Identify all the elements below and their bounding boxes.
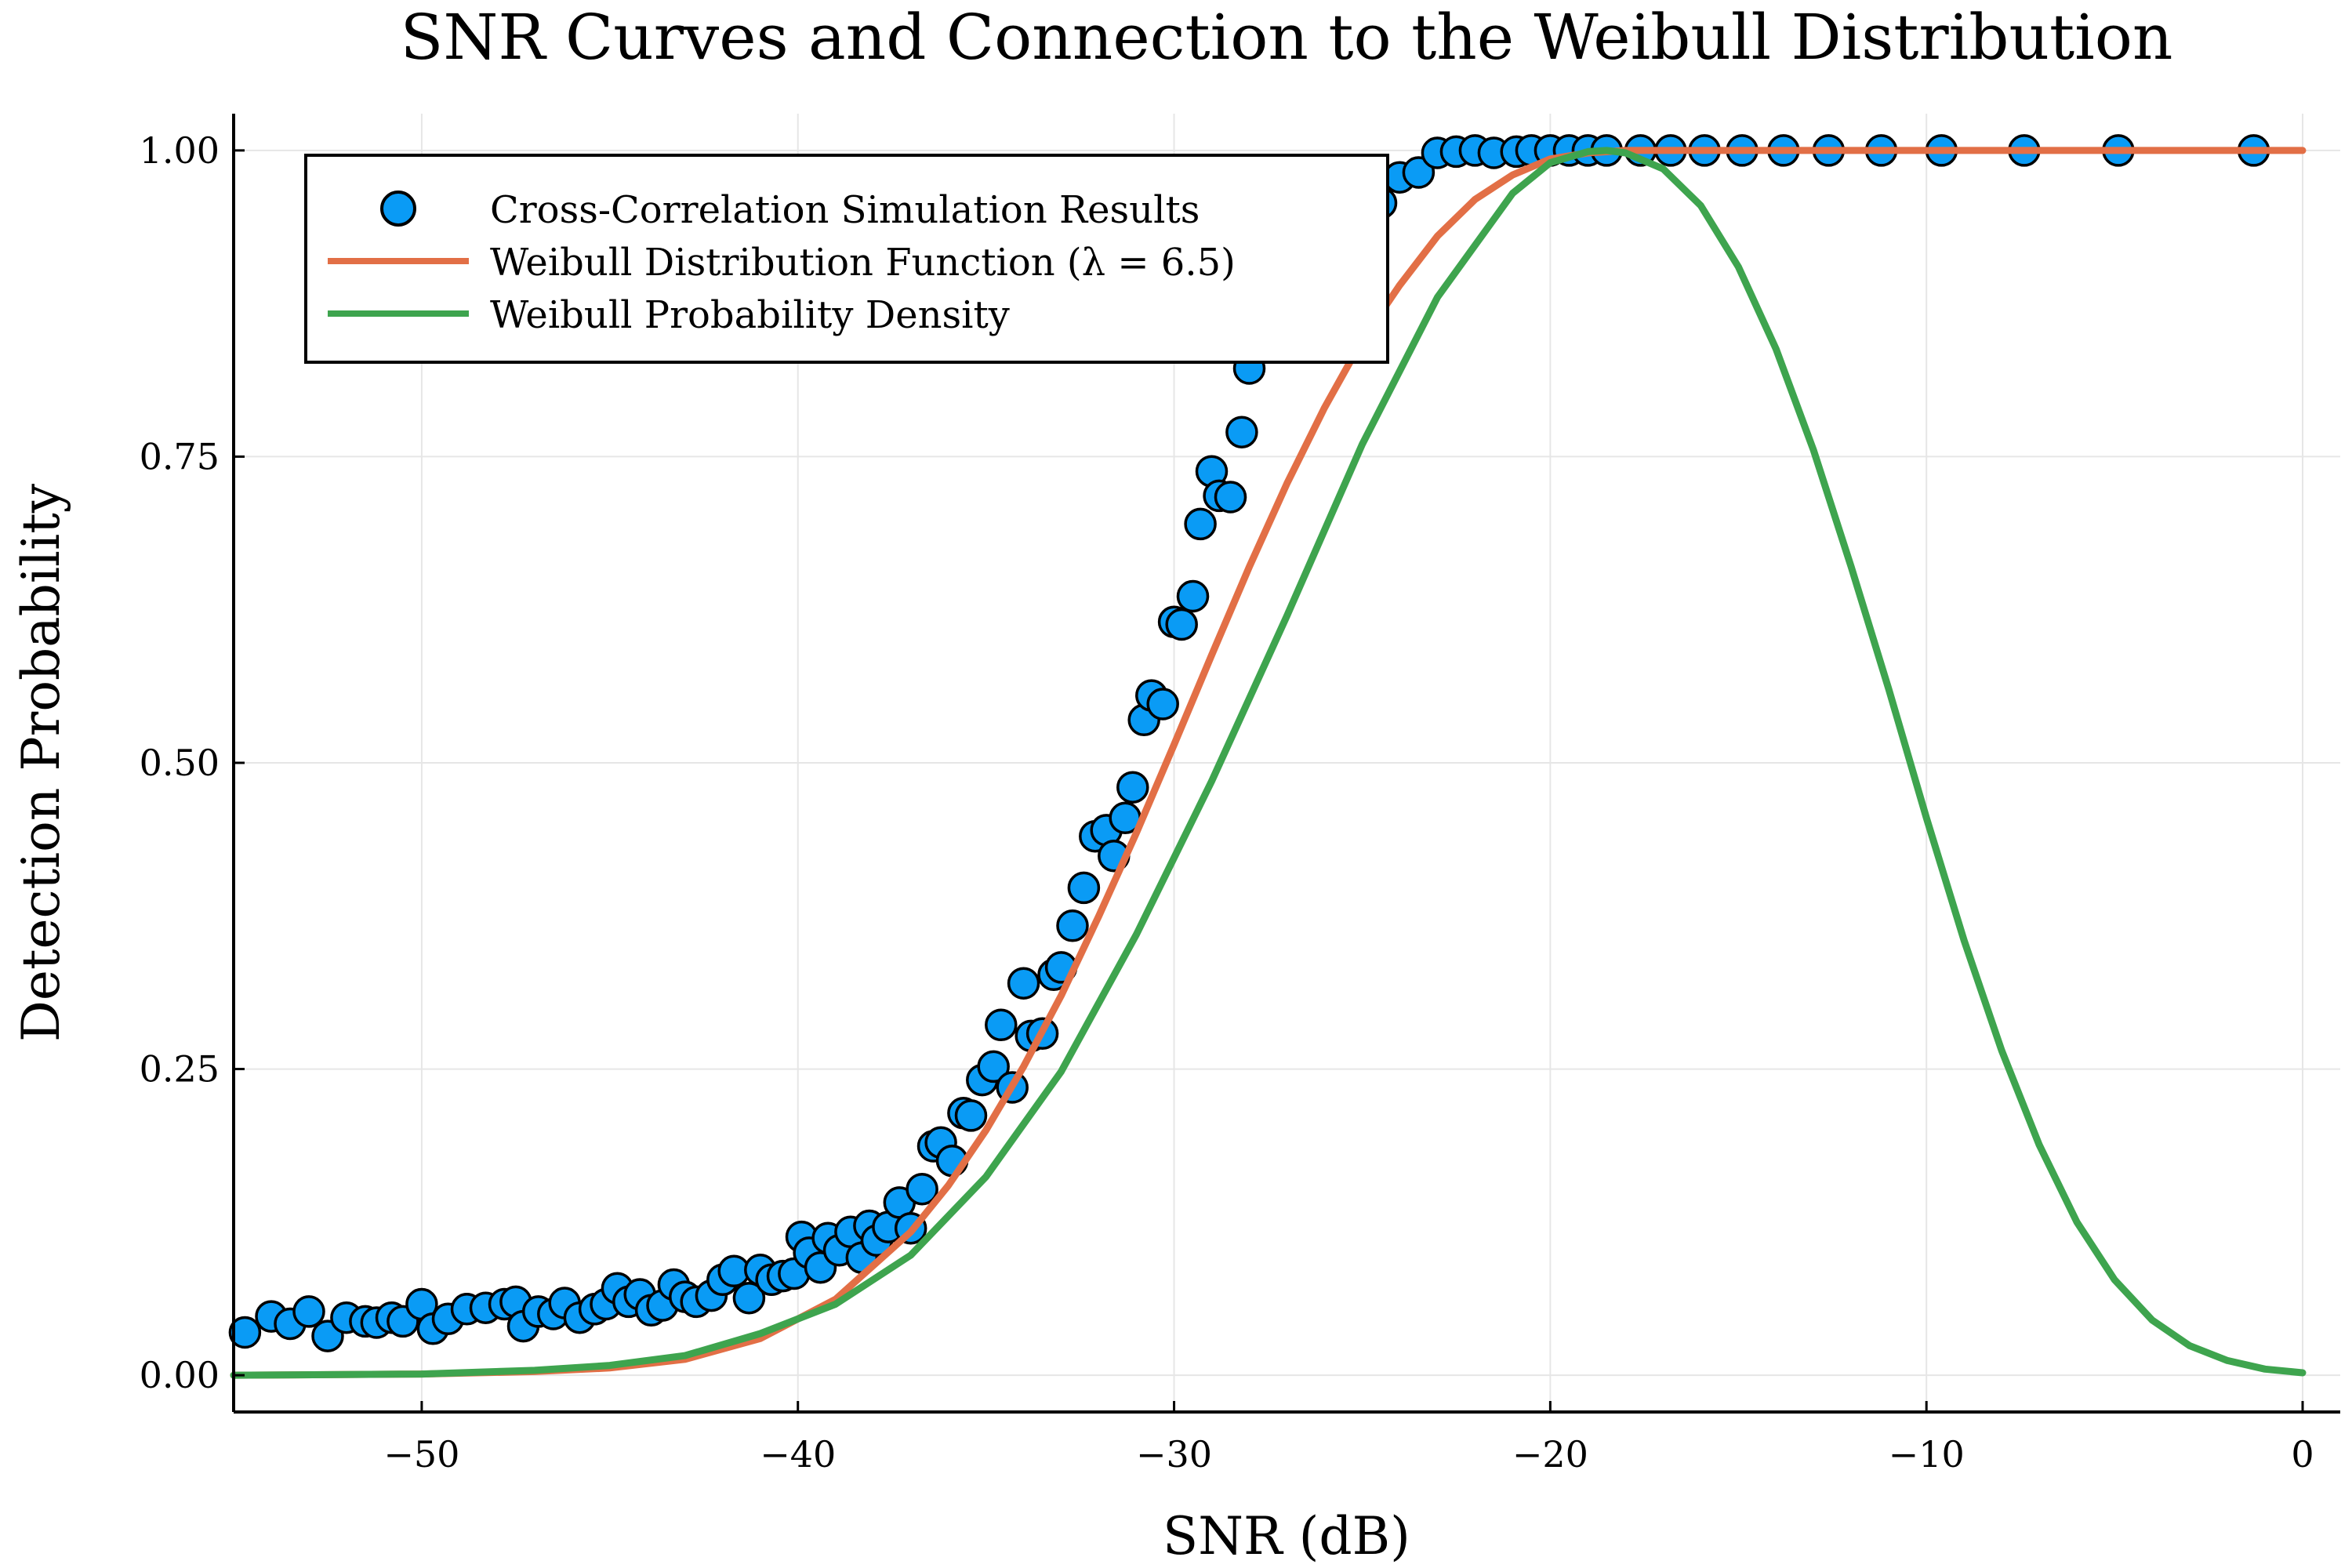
x-tick-label: −40: [760, 1433, 836, 1475]
y-tick-label: 0.50: [140, 742, 220, 784]
legend-label-simulation: Cross-Correlation Simulation Results: [490, 188, 1200, 232]
x-tick-label: 0: [2291, 1433, 2314, 1475]
ticks: −50 −40 −30 −20 −10 0 0.00 0.25 0.50 0.75 1.00: [140, 129, 2314, 1475]
scatter-point: [985, 1008, 1018, 1042]
scatter-point: [1007, 967, 1040, 1000]
x-tick-label: −20: [1512, 1433, 1588, 1475]
legend-marker-simulation: [380, 191, 416, 227]
scatter-point: [1067, 871, 1101, 905]
scatter-point: [1214, 481, 1247, 514]
x-tick-label: −50: [383, 1433, 459, 1475]
y-axis-label: Detection Probability: [11, 483, 71, 1042]
y-tick-label: 0.75: [140, 435, 220, 477]
scatter-point: [906, 1172, 938, 1206]
scatter-point: [977, 1050, 1010, 1083]
legend-label-pdf: Weibull Probability Density: [490, 293, 1010, 337]
scatter-point: [228, 1316, 262, 1349]
scatter-point: [1056, 909, 1089, 942]
scatter-point: [1146, 688, 1179, 720]
x-tick-label: −10: [1889, 1433, 1965, 1475]
scatter-point: [732, 1281, 766, 1315]
legend-label-cdf: Weibull Distribution Function (λ = 6.5): [490, 241, 1236, 285]
scatter-point: [1176, 579, 1210, 613]
x-axis-label: SNR (dB): [1163, 1506, 1410, 1566]
scatter-point: [1402, 156, 1436, 189]
legend-box: [304, 154, 1389, 364]
y-tick-label: 1.00: [140, 129, 220, 172]
legend: Cross-Correlation Simulation Results Wei…: [304, 154, 1389, 364]
scatter-point: [1225, 416, 1258, 448]
y-tick-label: 0.00: [140, 1354, 220, 1396]
y-tick-label: 0.25: [140, 1048, 220, 1091]
scatter-point: [954, 1099, 988, 1132]
scatter-point: [1116, 771, 1149, 804]
x-tick-label: −30: [1136, 1433, 1212, 1475]
chart-title: SNR Curves and Connection to the Weibull…: [401, 1, 2173, 74]
pdf-series-line: [230, 147, 2307, 1379]
scatter-point: [1184, 507, 1217, 541]
scatter-point: [1165, 608, 1198, 641]
scatter-point: [292, 1295, 325, 1328]
